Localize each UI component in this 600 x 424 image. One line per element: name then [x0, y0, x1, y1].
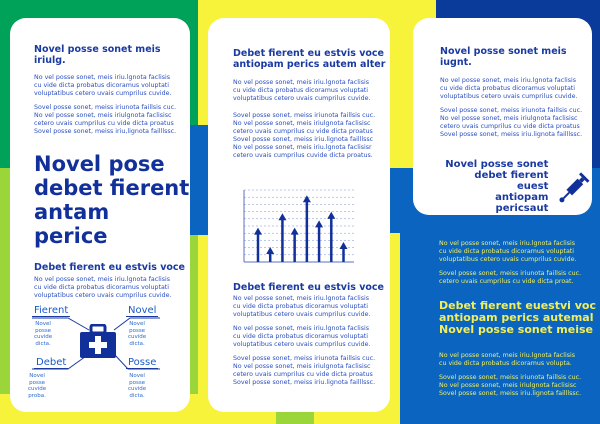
bar-arrow-head: [302, 195, 311, 203]
right-para-2: Sovel posse sonet, meiss iriunota faills…: [440, 107, 583, 138]
bar-arrow-head: [339, 242, 348, 249]
left-heading-2: Debet fierent eu estvis voce: [34, 262, 186, 273]
left-heading: Novel posse sonet meis iriulg.: [34, 44, 161, 66]
right-para-4: Sovel posse sonet, meiss iriunota faills…: [439, 270, 582, 285]
left-panel: Novel posse sonet meis iriulg. No vel po…: [10, 18, 190, 412]
right-para-3: No vel posse sonet, meis iriu.lgnota fac…: [439, 240, 577, 263]
bar-arrow-head: [327, 211, 336, 219]
right-callout: Novel posse sonet debet fierent euest an…: [445, 159, 549, 214]
diagram-sub: Novel posse cuvide proba.: [28, 373, 47, 399]
bg-mid-blue: [390, 168, 400, 233]
left-para-3: No vel posse sonet, meis iriu.lgnota fac…: [34, 276, 172, 299]
middle-para-1: No vel posse sonet, meis iriu.lgnota fac…: [233, 79, 371, 102]
middle-panel: Debet fierent eu estvis voce antiopam pe…: [208, 18, 390, 412]
bar-arrow-head: [254, 227, 262, 235]
big-title-line: Novel pose: [34, 152, 165, 176]
bar-arrow-head: [315, 220, 324, 228]
diagram-sub: Novel posse cuvide dicta.: [128, 373, 147, 399]
bar-arrow-head: [290, 227, 299, 235]
middle-heading-2: Debet fierent eu estvis voce: [233, 282, 385, 293]
diagram-label-fierent: Fierent: [32, 305, 71, 317]
big-title-line: antam perice: [34, 200, 110, 248]
left-para-1: No vel posse sonet, meis iriu.lgnota fac…: [34, 74, 172, 97]
arrow-bar-chart: [243, 189, 354, 263]
bg-lime-bottom: [276, 410, 314, 424]
right-highlight: Debet fierent euestvi voc antiopam peric…: [439, 299, 597, 336]
syringe-icon: [559, 171, 590, 202]
right-para-1: No vel posse sonet, meis iriu.lgnota fac…: [440, 77, 578, 100]
right-lower-text: No vel posse sonet, meis iriu.lgnota fac…: [439, 234, 596, 398]
big-title-line: debet fierent: [34, 176, 190, 200]
middle-para-5: Sovel posse sonet, meiss iriunota faills…: [233, 355, 376, 386]
medical-kit-icon: [80, 324, 116, 358]
diagram-label-novel: Novel: [126, 305, 159, 317]
diagram-label-posse: Posse: [126, 357, 159, 369]
middle-para-4: No vel posse sonet, meis iriu.lgnota fac…: [233, 325, 371, 348]
right-panel: Novel posse sonet meis iugnt. No vel pos…: [413, 18, 592, 215]
diagram-sub: Novel posse cuvide dicta.: [34, 321, 53, 347]
diagram-label-debet: Debet: [34, 357, 69, 369]
bar-arrow-head: [278, 213, 287, 221]
right-para-6: Sovel posse sonet, meiss iriunota faills…: [439, 374, 582, 397]
right-heading: Novel posse sonet meis iugnt.: [440, 46, 567, 68]
middle-heading: Debet fierent eu estvis voce antiopam pe…: [233, 48, 386, 70]
right-para-5: No vel posse sonet, meis iriu.lgnota fac…: [439, 352, 576, 367]
middle-para-2: Sovel posse sonet, meiss iriunota faills…: [233, 112, 376, 159]
diagram-lines: [32, 317, 160, 370]
bg-blue-band: [198, 125, 210, 235]
left-para-2: Sovel posse sonet, meiss iriunota faills…: [34, 104, 177, 135]
left-big-title: Novel pose debet fierent antam perice: [34, 152, 190, 248]
diagram-sub: Novel posse cuvide dicta.: [128, 321, 147, 347]
middle-para-3: No vel posse sonet, meis iriu.lgnota fac…: [233, 295, 371, 318]
bar-arrow-head: [266, 247, 275, 255]
